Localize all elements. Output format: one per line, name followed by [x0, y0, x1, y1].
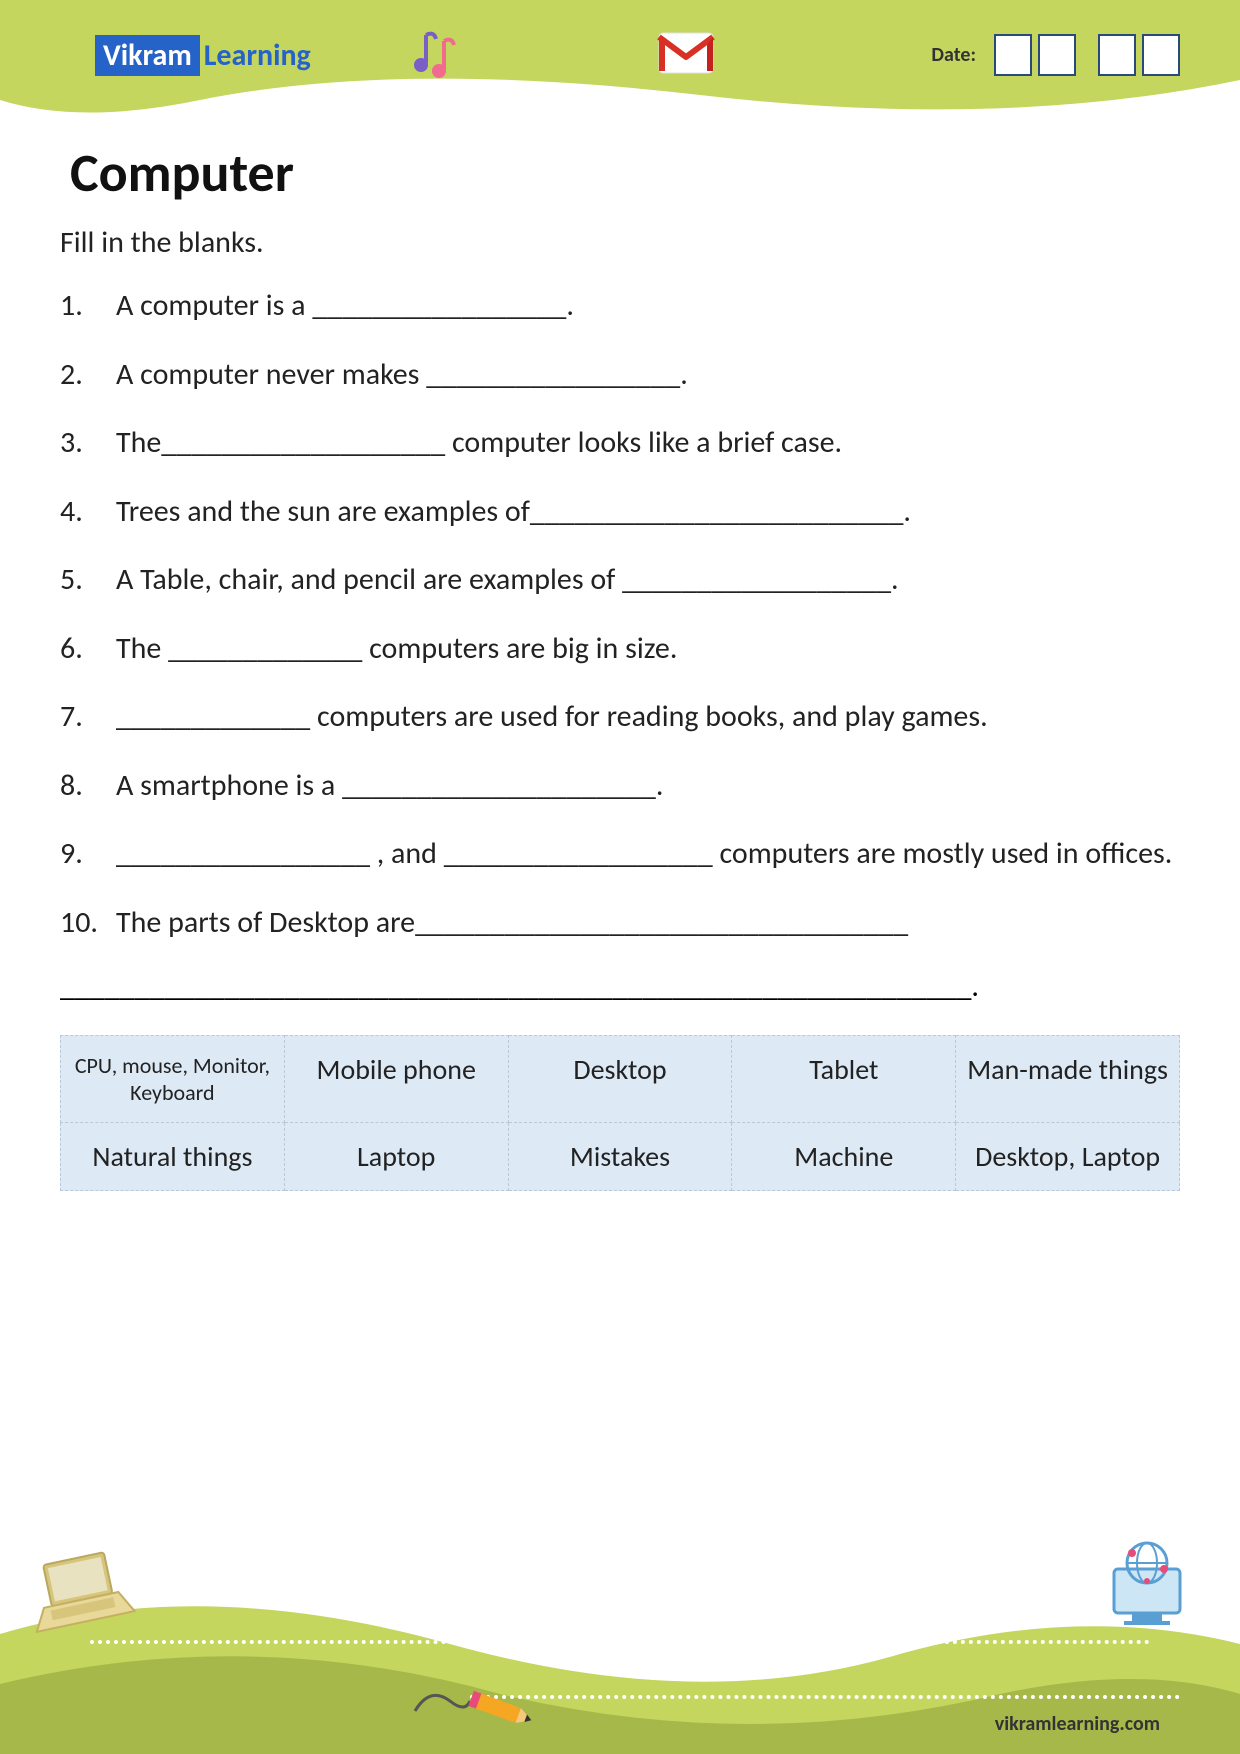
word-cell: Tablet — [732, 1036, 956, 1123]
word-bank-table: CPU, mouse, Monitor, Keyboard Mobile pho… — [60, 1035, 1180, 1191]
question-item: _____________ computers are used for rea… — [60, 694, 1180, 741]
dotted-line-decor-2 — [470, 1695, 1180, 1699]
instruction-text: Fill in the blanks. — [60, 224, 1180, 261]
logo: Vikram Learning — [95, 35, 311, 76]
question-item: A computer never makes _________________… — [60, 352, 1180, 399]
question-item: The _____________ computers are big in s… — [60, 626, 1180, 673]
pencil-cord-icon — [410, 1671, 550, 1736]
date-box[interactable] — [1098, 34, 1136, 76]
question-item: A Table, chair, and pencil are examples … — [60, 557, 1180, 604]
laptop-icon — [30, 1549, 140, 1644]
table-row: Natural things Laptop Mistakes Machine D… — [61, 1123, 1180, 1191]
question-item: A smartphone is a _____________________. — [60, 763, 1180, 810]
logo-part-2: Learning — [204, 37, 311, 74]
question-item: A computer is a _________________. — [60, 283, 1180, 330]
word-cell: Natural things — [61, 1123, 285, 1191]
question-item: Trees and the sun are examples of_______… — [60, 489, 1180, 536]
word-cell: Laptop — [284, 1123, 508, 1191]
word-cell: Mobile phone — [284, 1036, 508, 1123]
header: Vikram Learning Date: — [0, 0, 1240, 110]
date-box[interactable] — [994, 34, 1032, 76]
question-item: _________________ , and ________________… — [60, 831, 1180, 878]
question-list: A computer is a _________________. A com… — [60, 283, 1180, 946]
dotted-line-decor — [90, 1640, 1150, 1644]
date-boxes — [994, 34, 1180, 76]
word-cell: Machine — [732, 1123, 956, 1191]
date-block: Date: — [931, 34, 1180, 76]
question-item: The___________________ computer looks li… — [60, 420, 1180, 467]
word-cell: Man-made things — [956, 1036, 1180, 1123]
continuation-blank: ________________________________________… — [60, 968, 1180, 1005]
word-cell: Desktop, Laptop — [956, 1123, 1180, 1191]
gmail-icon — [657, 31, 715, 80]
word-cell: CPU, mouse, Monitor, Keyboard — [61, 1036, 285, 1123]
date-label: Date: — [931, 43, 976, 67]
computer-globe-icon — [1102, 1539, 1192, 1634]
word-cell: Desktop — [508, 1036, 732, 1123]
page-title: Computer — [70, 140, 1180, 206]
logo-part-1: Vikram — [95, 35, 200, 76]
footer-url: vikramlearning.com — [995, 1712, 1160, 1736]
music-note-icon — [406, 25, 462, 86]
table-row: CPU, mouse, Monitor, Keyboard Mobile pho… — [61, 1036, 1180, 1123]
question-item: The parts of Desktop are________________… — [60, 900, 1180, 947]
date-box[interactable] — [1142, 34, 1180, 76]
word-cell: Mistakes — [508, 1123, 732, 1191]
date-box[interactable] — [1038, 34, 1076, 76]
worksheet-content: Computer Fill in the blanks. A computer … — [60, 140, 1180, 1191]
